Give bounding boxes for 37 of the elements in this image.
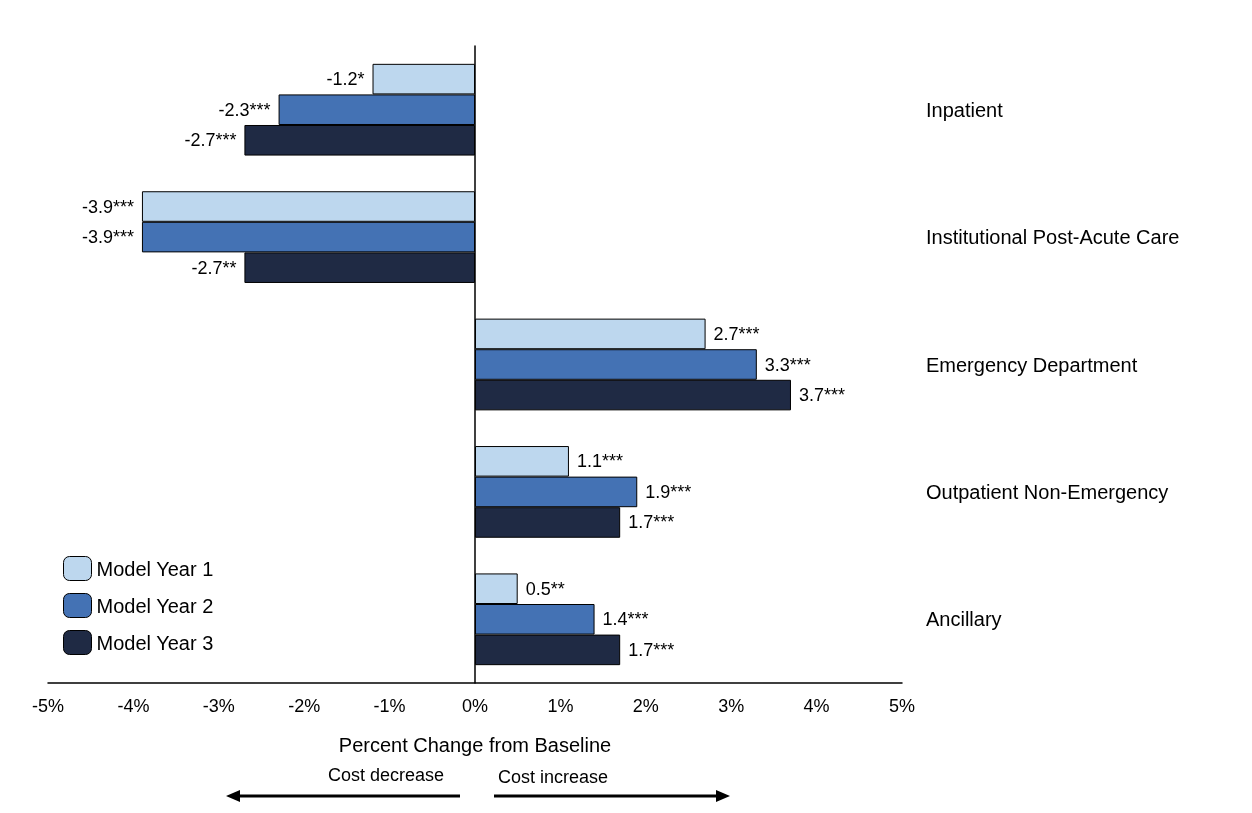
x-tick-label: 5% — [888, 696, 916, 716]
y-tick-label: Institutional Post-Acute Care — [926, 226, 1180, 249]
data-label: -2.7*** — [184, 130, 237, 151]
data-label: 1.7*** — [628, 639, 675, 660]
data-label: 1.4*** — [602, 609, 649, 630]
x-tick-label: 2% — [632, 696, 659, 716]
data-label: 1.1*** — [576, 451, 623, 472]
y-tick-label: Ancillary — [926, 608, 1002, 631]
data-label: -3.9*** — [81, 227, 134, 248]
data-label: -2.3*** — [218, 99, 271, 120]
x-tick-label: 0% — [461, 696, 489, 716]
legend-label: Model Year 3 — [96, 631, 214, 654]
legend-label: Model Year 2 — [96, 594, 214, 617]
data-label: 1.9*** — [645, 481, 692, 502]
data-label: 2.7*** — [713, 323, 760, 344]
legend-label: Model Year 1 — [96, 557, 214, 580]
x-tick-label: -4% — [117, 696, 150, 716]
x-tick-label: -5% — [31, 696, 65, 716]
x-tick-label: -2% — [288, 696, 321, 716]
data-label: 1.7*** — [628, 512, 675, 533]
text: Cost decrease — [328, 765, 445, 785]
x-tick-label: 1% — [547, 696, 574, 716]
y-tick-label: Emergency Department — [926, 353, 1138, 376]
x-tick-label: -1% — [373, 696, 406, 716]
data-label: -3.9*** — [81, 196, 134, 217]
x-tick-label: 4% — [803, 696, 830, 716]
x-tick-label: 3% — [718, 696, 745, 716]
data-label: 0.5** — [525, 578, 565, 599]
x-tick-label: -3% — [202, 696, 235, 716]
data-label: 3.3*** — [764, 354, 811, 375]
data-label: 3.7*** — [798, 385, 846, 406]
y-tick-label: Inpatient — [926, 98, 1004, 121]
x-axis-title: Percent Change from Baseline — [338, 734, 612, 756]
data-label: -2.7** — [191, 257, 237, 278]
text: Cost increase — [498, 767, 609, 787]
y-tick-label: Outpatient Non-Emergency — [926, 480, 1169, 503]
data-label: -1.2* — [326, 69, 365, 90]
